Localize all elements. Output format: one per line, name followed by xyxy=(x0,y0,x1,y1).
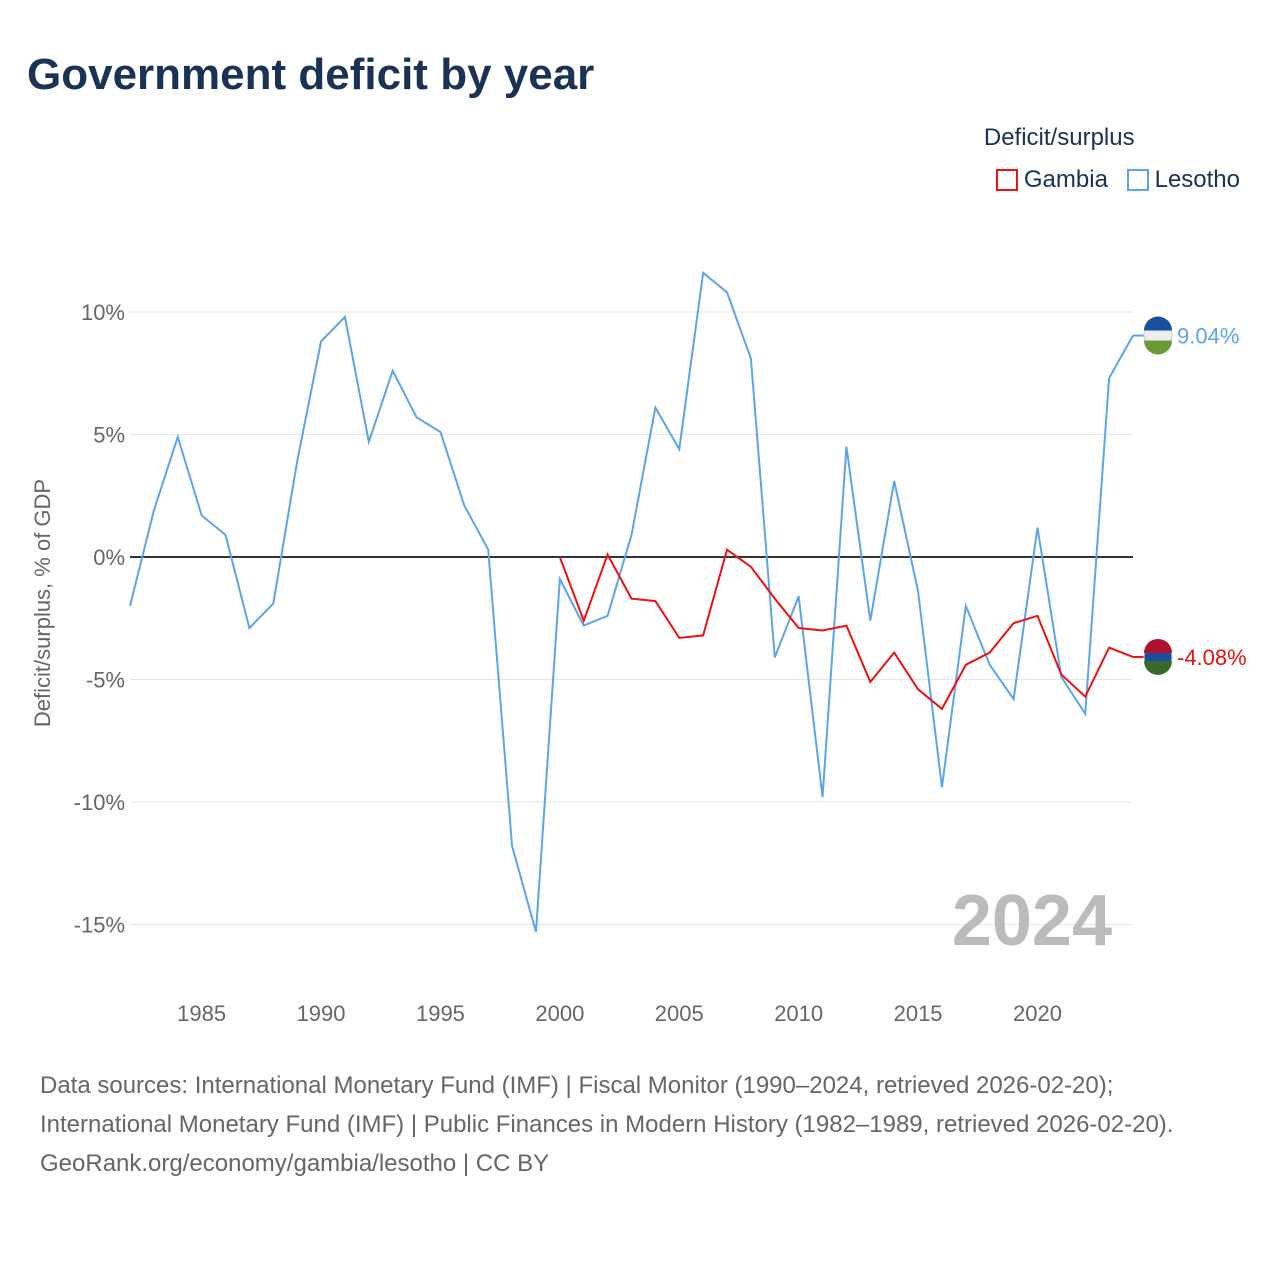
y-tick-label: -5% xyxy=(86,668,125,693)
x-tick-label: 2000 xyxy=(535,1001,584,1026)
legend-label: Gambia xyxy=(1023,166,1108,193)
x-tick-label: 1990 xyxy=(297,1001,346,1026)
x-tick-label: 1995 xyxy=(416,1001,465,1026)
flag-band xyxy=(1144,660,1172,675)
x-tick-label: 2010 xyxy=(774,1001,823,1026)
legend-item-lesotho[interactable]: Lesotho xyxy=(1126,166,1240,194)
end-value-label: 9.04% xyxy=(1177,324,1239,349)
flag-band xyxy=(1144,316,1172,331)
data-sources: Data sources: International Monetary Fun… xyxy=(40,1072,1174,1138)
flag-band xyxy=(1144,638,1172,653)
y-tick-label: 10% xyxy=(81,300,125,325)
x-tick-label: 2015 xyxy=(894,1001,943,1026)
y-tick-label: 5% xyxy=(93,423,125,448)
y-tick-label: -15% xyxy=(74,913,125,938)
flag-band xyxy=(1144,340,1172,355)
end-value-label: -4.08% xyxy=(1177,645,1247,670)
year-label: 2024 xyxy=(952,881,1112,961)
x-tick-label: 1985 xyxy=(177,1001,226,1026)
credit-link[interactable]: GeoRank.org/economy/gambia/lesotho | CC … xyxy=(40,1150,550,1177)
y-tick-label: -10% xyxy=(74,790,125,815)
legend-title: Deficit/surplus xyxy=(983,124,1135,151)
chart-title: Government deficit by year xyxy=(27,50,595,99)
legend: Deficit/surplus Gambia Lesotho xyxy=(984,124,1240,198)
y-axis-label: Deficit/surplus, % of GDP xyxy=(30,479,55,727)
line-chart: 10% 5% 0% -5% -10% -15% 1985 1990 1995 2000 2005 20… xyxy=(30,270,1247,1026)
series-line-lesotho xyxy=(129,270,1134,933)
legend-label: Lesotho xyxy=(1154,166,1240,193)
legend-swatch xyxy=(1126,169,1149,191)
series-line-gambia xyxy=(558,548,1134,711)
y-tick-label: 0% xyxy=(93,545,125,570)
x-tick-label: 2020 xyxy=(1013,1001,1062,1026)
legend-swatch xyxy=(995,169,1018,191)
footer: Data sources: International Monetary Fun… xyxy=(40,1066,1240,1183)
x-tick-label: 2005 xyxy=(655,1001,704,1026)
legend-item-gambia[interactable]: Gambia xyxy=(995,166,1108,194)
